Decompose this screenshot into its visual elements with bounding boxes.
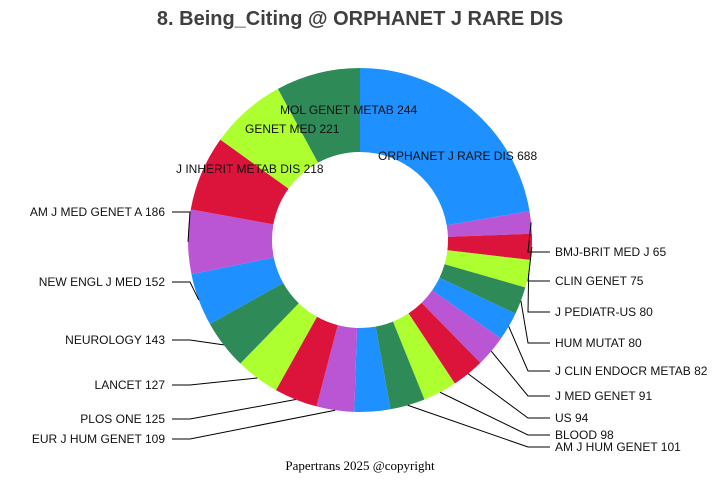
label-am-j-med-genet-a: AM J MED GENET A 186: [30, 205, 165, 219]
leader-line-am-j-med-genet-a: [172, 211, 191, 242]
slices-group: [187, 68, 532, 413]
label-us: US 94: [555, 411, 589, 425]
label-clin-genet: CLIN GENET 75: [555, 274, 644, 288]
leader-line-blood: [439, 391, 550, 436]
leader-line-plos-one: [172, 399, 296, 420]
leader-line-neurology: [172, 339, 224, 346]
leader-line-lancet: [172, 377, 258, 386]
label-j-med-genet: J MED GENET 91: [555, 389, 652, 403]
label-blood: BLOOD 98: [555, 428, 614, 442]
slice-blood: [392, 313, 455, 400]
label-lancet: LANCET 127: [95, 378, 166, 392]
leader-line-new-engl-j-med: [172, 281, 200, 301]
label-j-pediatr-us: J PEDIATR-US 80: [555, 305, 653, 319]
footer-copyright: Papertrans 2025 @copyright: [285, 458, 435, 473]
slice-clin-genet: [447, 233, 532, 261]
chart-title: 8. Being_Citing @ ORPHANET J RARE DIS: [157, 8, 563, 30]
label-bmj-brit-med-j: BMJ-BRIT MED J 65: [555, 245, 666, 259]
leader-line-j-pediatr-us: [527, 273, 550, 313]
label-genet-med: GENET MED 221: [245, 122, 340, 136]
label-orphanet-j-rare-dis: ORPHANET J RARE DIS 688: [378, 149, 537, 163]
slice-j-pediatr-us: [444, 250, 531, 288]
label-hum-mutat: HUM MUTAT 80: [555, 336, 642, 350]
leader-line-us: [467, 373, 550, 419]
slice-plos-one: [275, 316, 338, 407]
leader-lines-group: [172, 211, 550, 448]
slice-bmj-brit-med-j: [446, 211, 532, 237]
label-mol-genet-metab: MOL GENET METAB 244: [280, 103, 417, 117]
leader-line-hum-mutat: [520, 300, 550, 344]
leader-line-clin-genet: [527, 246, 550, 282]
leader-line-j-med-genet: [490, 350, 550, 397]
leader-line-j-clin-endocr-metab: [508, 326, 550, 372]
slice-genet-med: [220, 88, 319, 189]
leader-line-am-j-hum-genet: [407, 404, 550, 448]
label-j-inherit-metab-dis: J INHERIT METAB DIS 218: [176, 162, 324, 176]
leader-line-eur-j-hum-genet: [172, 409, 336, 440]
slice-eur-j-hum-genet: [316, 325, 358, 412]
slice-labels-group: ORPHANET J RARE DIS 688 BMJ-BRIT MED J 65…: [30, 0, 708, 454]
slice-am-j-med-genet-a: [187, 209, 274, 275]
label-j-clin-endocr-metab: J CLIN ENDOCR METAB 82: [555, 364, 708, 378]
slice-us: [408, 302, 481, 384]
slice-j-clin-endocr-metab: [432, 277, 516, 339]
slice-hum-mutat: [439, 264, 526, 314]
slice-orphanet-j-rare-dis: [360, 68, 530, 226]
slice-mol-genet-metab: [277, 68, 360, 163]
label-new-engl-j-med: NEW ENGL J MED 152: [39, 275, 166, 289]
label-am-j-hum-genet: AM J HUM GENET 101: [555, 440, 681, 454]
slice-pediatrics: [354, 326, 391, 413]
leader-line-bmj-brit-med-j: [527, 222, 550, 253]
label-neurology: NEUROLOGY 143: [65, 333, 165, 347]
slice-j-inherit-metab-dis: [190, 139, 289, 225]
slice-am-j-hum-genet: [375, 321, 425, 410]
slice-lancet: [240, 303, 318, 391]
slice-new-engl-j-med: [191, 257, 284, 324]
label-eur-j-hum-genet: EUR J HUM GENET 109: [32, 432, 165, 446]
slice-neurology: [209, 282, 299, 364]
label-plos-one: PLOS ONE 125: [80, 412, 165, 426]
slice-j-med-genet: [421, 290, 501, 363]
label-pediatrics: PEDIATRICS 104: [555, 0, 650, 3]
